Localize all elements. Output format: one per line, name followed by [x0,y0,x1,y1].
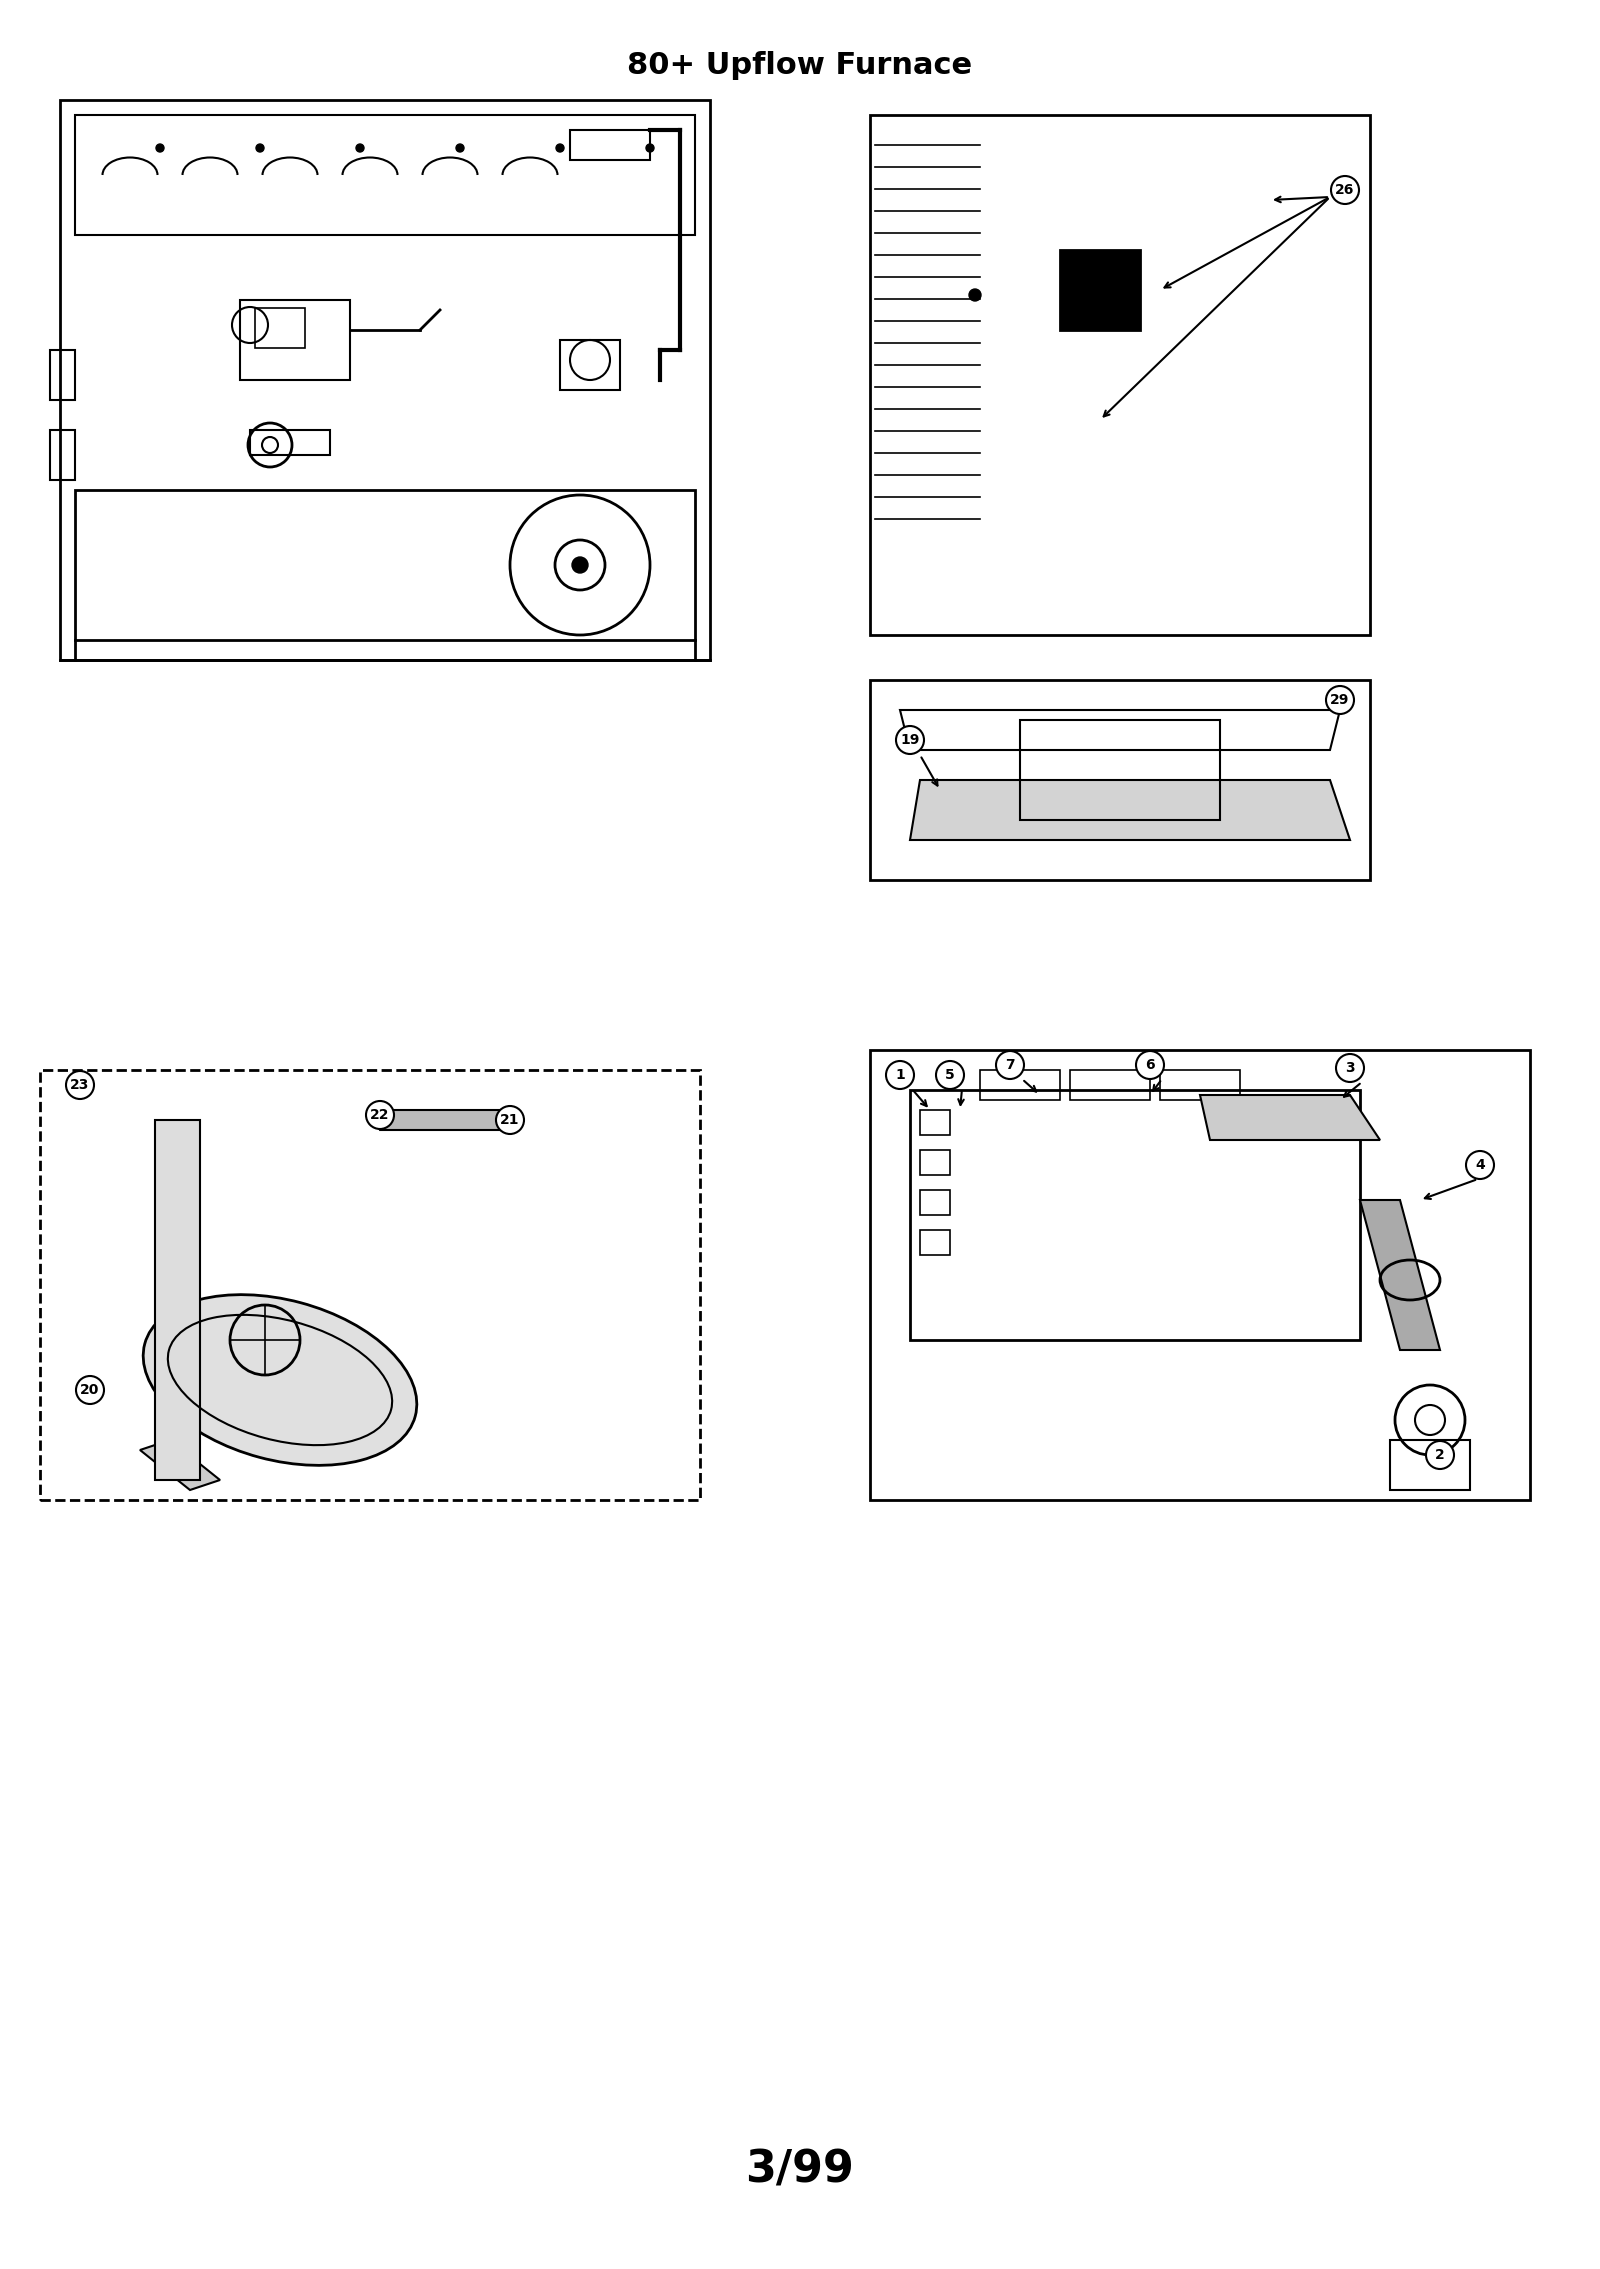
Circle shape [77,1375,104,1405]
Bar [75,490,694,640]
Circle shape [66,1071,94,1098]
Circle shape [886,1062,914,1089]
Text: 22: 22 [370,1107,390,1121]
Bar [870,1051,1530,1500]
Bar [61,100,710,660]
Bar [1021,719,1221,819]
Bar [75,116,694,236]
Bar [870,681,1370,880]
Text: 2: 2 [1435,1448,1445,1461]
Polygon shape [155,1121,200,1479]
Text: 23: 23 [70,1078,90,1091]
Bar [920,1110,950,1134]
Text: 1: 1 [894,1069,906,1082]
Bar [920,1189,950,1214]
Text: 4: 4 [1475,1157,1485,1173]
Circle shape [456,143,464,152]
Circle shape [995,1051,1024,1080]
Bar [254,309,306,347]
Bar [240,300,350,379]
Bar [50,431,75,481]
Bar [979,1071,1059,1100]
Bar [50,349,75,399]
Bar [920,1150,950,1175]
Circle shape [557,143,563,152]
Circle shape [970,288,981,302]
Circle shape [1426,1441,1454,1468]
Circle shape [896,726,925,753]
Text: 6: 6 [1146,1057,1155,1071]
Bar [1160,1071,1240,1100]
Polygon shape [1200,1096,1379,1139]
Text: 20: 20 [80,1384,99,1398]
Text: 26: 26 [1336,184,1355,197]
Circle shape [1326,685,1354,715]
Text: 3: 3 [1346,1062,1355,1076]
Circle shape [366,1100,394,1130]
Circle shape [496,1105,525,1134]
Text: 19: 19 [901,733,920,747]
Bar [870,116,1370,635]
Circle shape [646,143,654,152]
Bar [920,1230,950,1255]
Circle shape [1336,1055,1363,1082]
Circle shape [936,1062,963,1089]
Polygon shape [1360,1200,1440,1350]
Bar [40,1071,701,1500]
Bar [1059,250,1139,329]
Circle shape [355,143,365,152]
Polygon shape [910,781,1350,840]
Circle shape [1331,177,1358,204]
Bar [250,431,330,456]
Text: 29: 29 [1330,692,1350,708]
Bar [1070,1071,1150,1100]
Polygon shape [370,1110,510,1130]
Text: 3/99: 3/99 [746,2149,854,2192]
Circle shape [256,143,264,152]
Polygon shape [141,1441,221,1491]
Bar [1390,1441,1470,1491]
Polygon shape [899,710,1341,751]
Text: 7: 7 [1005,1057,1014,1071]
Circle shape [573,556,589,574]
Ellipse shape [142,1296,418,1466]
Text: 5: 5 [946,1069,955,1082]
Bar [560,340,621,390]
Bar [570,129,650,161]
Circle shape [1466,1150,1494,1180]
Bar [910,1089,1360,1341]
Text: 80+ Upflow Furnace: 80+ Upflow Furnace [627,50,973,79]
Circle shape [1136,1051,1165,1080]
Circle shape [157,143,165,152]
Text: 21: 21 [501,1114,520,1128]
